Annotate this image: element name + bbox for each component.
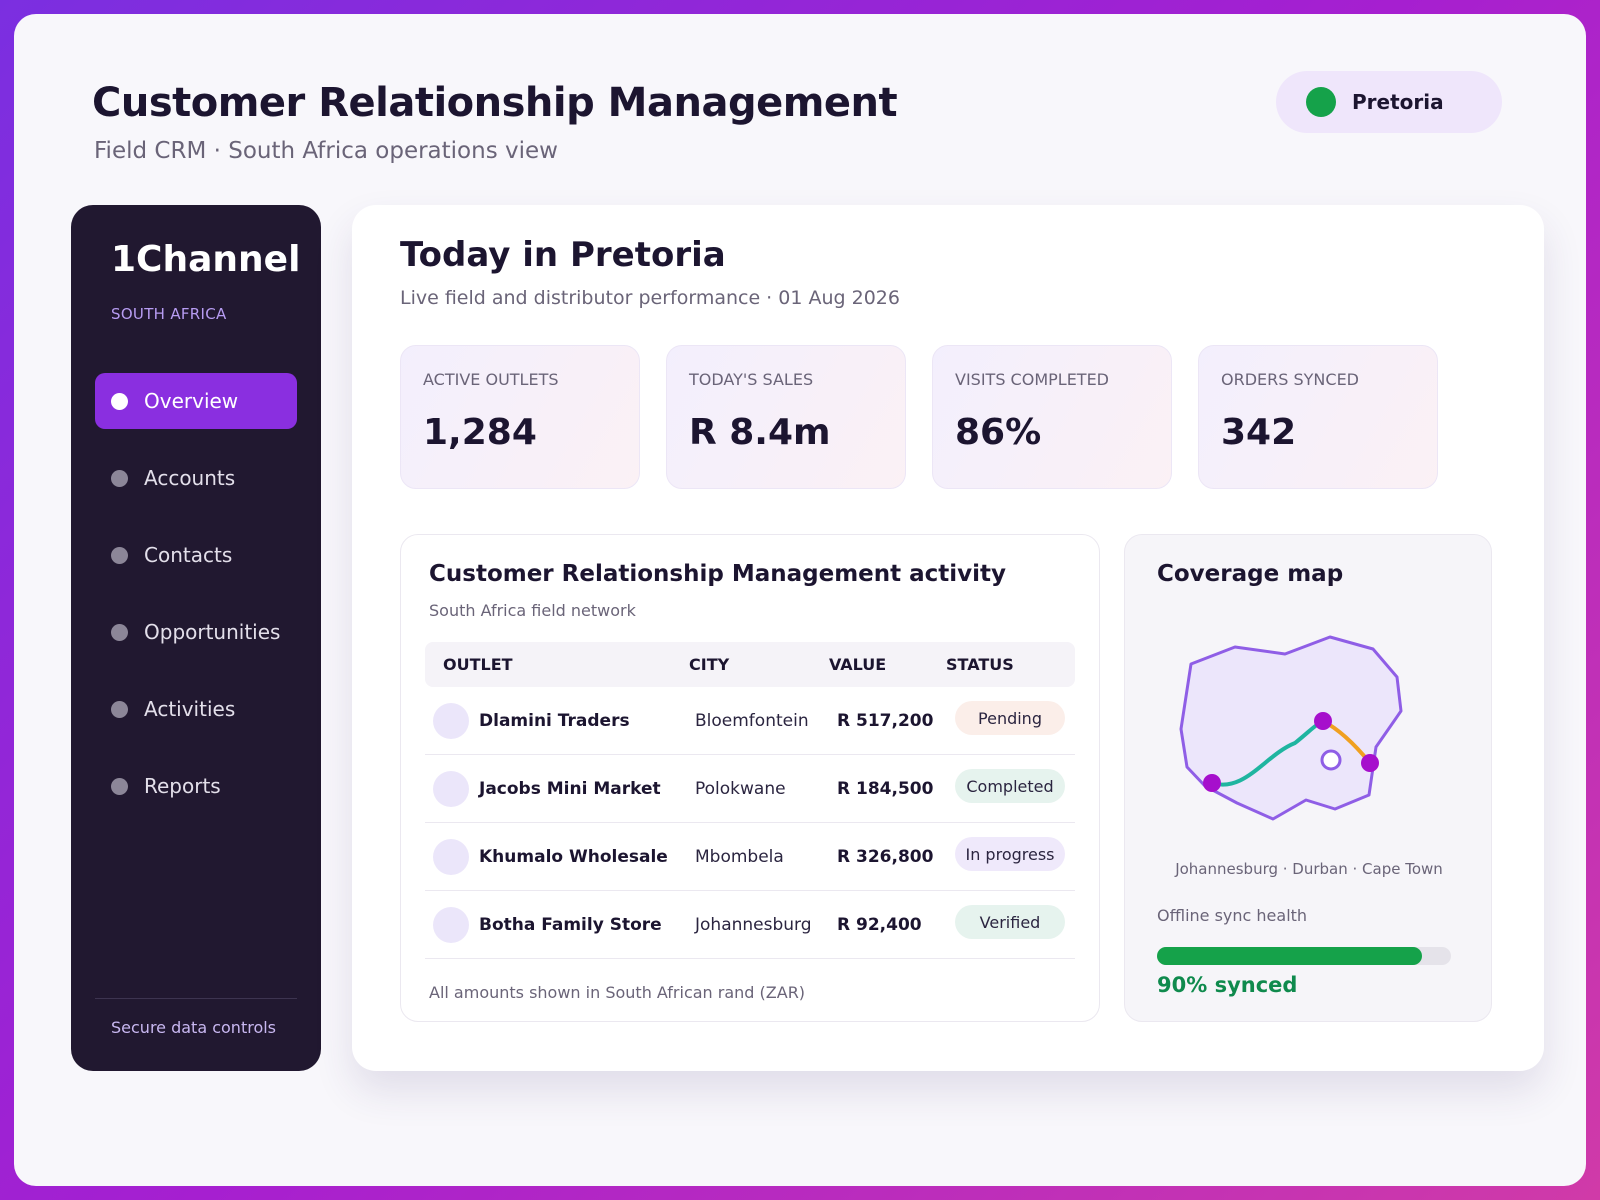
table-row[interactable]: Jacobs Mini Market Polokwane R 184,500 C… [425,755,1075,823]
table-row[interactable]: Khumalo Wholesale Mbombela R 326,800 In … [425,823,1075,891]
city-name: Johannesburg [695,915,812,935]
city-node-cape-town[interactable] [1203,774,1221,792]
sidebar-item-label: Accounts [144,466,236,490]
route-primary [1210,719,1325,787]
order-value: R 92,400 [837,915,922,935]
nav-dot-icon [111,469,128,487]
sidebar-item-overview[interactable]: Overview [95,373,297,429]
table-row[interactable]: Botha Family Store Johannesburg R 92,400… [425,891,1075,959]
currency-footnote: All amounts shown in South African rand … [429,983,806,1002]
location-marker-icon[interactable] [1320,749,1342,771]
column-header-status[interactable]: STATUS [946,655,1014,674]
kpi-value: 342 [1221,412,1297,453]
nav-dot-icon [111,546,128,564]
coverage-panel: Coverage map Johannesburg · Durban · Cap… [1124,534,1492,1022]
secure-data-link[interactable]: Secure data controls [111,1018,277,1037]
brand-logo: 1Channel [111,239,301,280]
activity-subtitle: South Africa field network [429,601,636,620]
avatar [433,703,469,739]
kpi-value: R 8.4m [689,412,831,453]
column-header-value[interactable]: VALUE [829,655,887,674]
sync-status-text: 90% synced [1157,973,1298,997]
status-dot-icon [1306,87,1336,117]
page-subtitle: Field CRM · South Africa operations view [94,138,558,164]
kpi-card-active-outlets: ACTIVE OUTLETS 1,284 [400,345,640,489]
section-subtitle: Live field and distributor performance ·… [400,287,900,309]
column-header-outlet[interactable]: OUTLET [443,655,513,674]
sidebar-item-label: Reports [144,774,221,798]
sidebar-divider [95,998,297,999]
order-value: R 326,800 [837,847,934,867]
coverage-title: Coverage map [1157,561,1344,587]
sidebar-item-activities[interactable]: Activities [95,681,297,737]
kpi-value: 86% [955,412,1042,453]
city-name: Bloemfontein [695,711,809,731]
nav-dot-icon [111,700,128,718]
sidebar-item-accounts[interactable]: Accounts [95,450,297,506]
city-node-johannesburg[interactable] [1314,712,1332,730]
sidebar-item-opportunities[interactable]: Opportunities [95,604,297,660]
status-badge: Pending [955,701,1065,735]
status-badge: Verified [955,905,1065,939]
sidebar-item-label: Opportunities [144,620,281,644]
status-badge: In progress [955,837,1065,871]
page-title: Customer Relationship Management [92,80,898,126]
coverage-map[interactable] [1165,635,1415,845]
sync-progress-bar [1157,947,1451,965]
activity-panel: Customer Relationship Management activit… [400,534,1100,1022]
map-city-labels: Johannesburg · Durban · Cape Town [1175,860,1443,878]
city-name: Polokwane [695,779,786,799]
avatar [433,907,469,943]
column-header-city[interactable]: CITY [689,655,730,674]
location-selector[interactable]: Pretoria [1276,71,1502,133]
sync-progress-fill [1157,947,1422,965]
section-title: Today in Pretoria [400,235,726,275]
sidebar-nav: Overview Accounts Contacts Opportunities… [95,373,297,835]
app-frame: Customer Relationship Management Field C… [14,14,1586,1186]
table-row[interactable]: Dlamini Traders Bloemfontein R 517,200 P… [425,687,1075,755]
outlet-name: Khumalo Wholesale [479,847,668,867]
nav-dot-icon [111,777,128,795]
avatar [433,771,469,807]
city-node-durban[interactable] [1361,754,1379,772]
sync-health-label: Offline sync health [1157,906,1308,925]
sidebar-item-reports[interactable]: Reports [95,758,297,814]
region-label: SOUTH AFRICA [111,305,227,323]
kpi-label: VISITS COMPLETED [955,370,1109,389]
avatar [433,839,469,875]
outlet-name: Botha Family Store [479,915,662,935]
kpi-label: ORDERS SYNCED [1221,370,1359,389]
order-value: R 517,200 [837,711,934,731]
activity-title: Customer Relationship Management activit… [429,561,1007,587]
order-value: R 184,500 [837,779,934,799]
kpi-card-todays-sales: TODAY'S SALES R 8.4m [666,345,906,489]
table-header: OUTLET CITY VALUE STATUS [425,642,1075,687]
kpi-value: 1,284 [423,412,537,453]
sidebar: 1Channel SOUTH AFRICA Overview Accounts … [71,205,321,1071]
kpi-label: ACTIVE OUTLETS [423,370,559,389]
kpi-card-orders-synced: ORDERS SYNCED 342 [1198,345,1438,489]
kpi-label: TODAY'S SALES [689,370,814,389]
outlet-name: Dlamini Traders [479,711,630,731]
sidebar-item-label: Contacts [144,543,233,567]
sidebar-item-contacts[interactable]: Contacts [95,527,297,583]
outlet-name: Jacobs Mini Market [479,779,661,799]
city-name: Mbombela [695,847,784,867]
country-outline [1179,635,1403,821]
location-label: Pretoria [1352,90,1444,114]
sidebar-item-label: Overview [144,389,239,413]
main-panel: Today in Pretoria Live field and distrib… [352,205,1544,1071]
status-badge: Completed [955,769,1065,803]
sidebar-item-label: Activities [144,697,236,721]
kpi-card-visits-completed: VISITS COMPLETED 86% [932,345,1172,489]
nav-dot-icon [111,623,128,641]
nav-dot-icon [111,392,128,410]
